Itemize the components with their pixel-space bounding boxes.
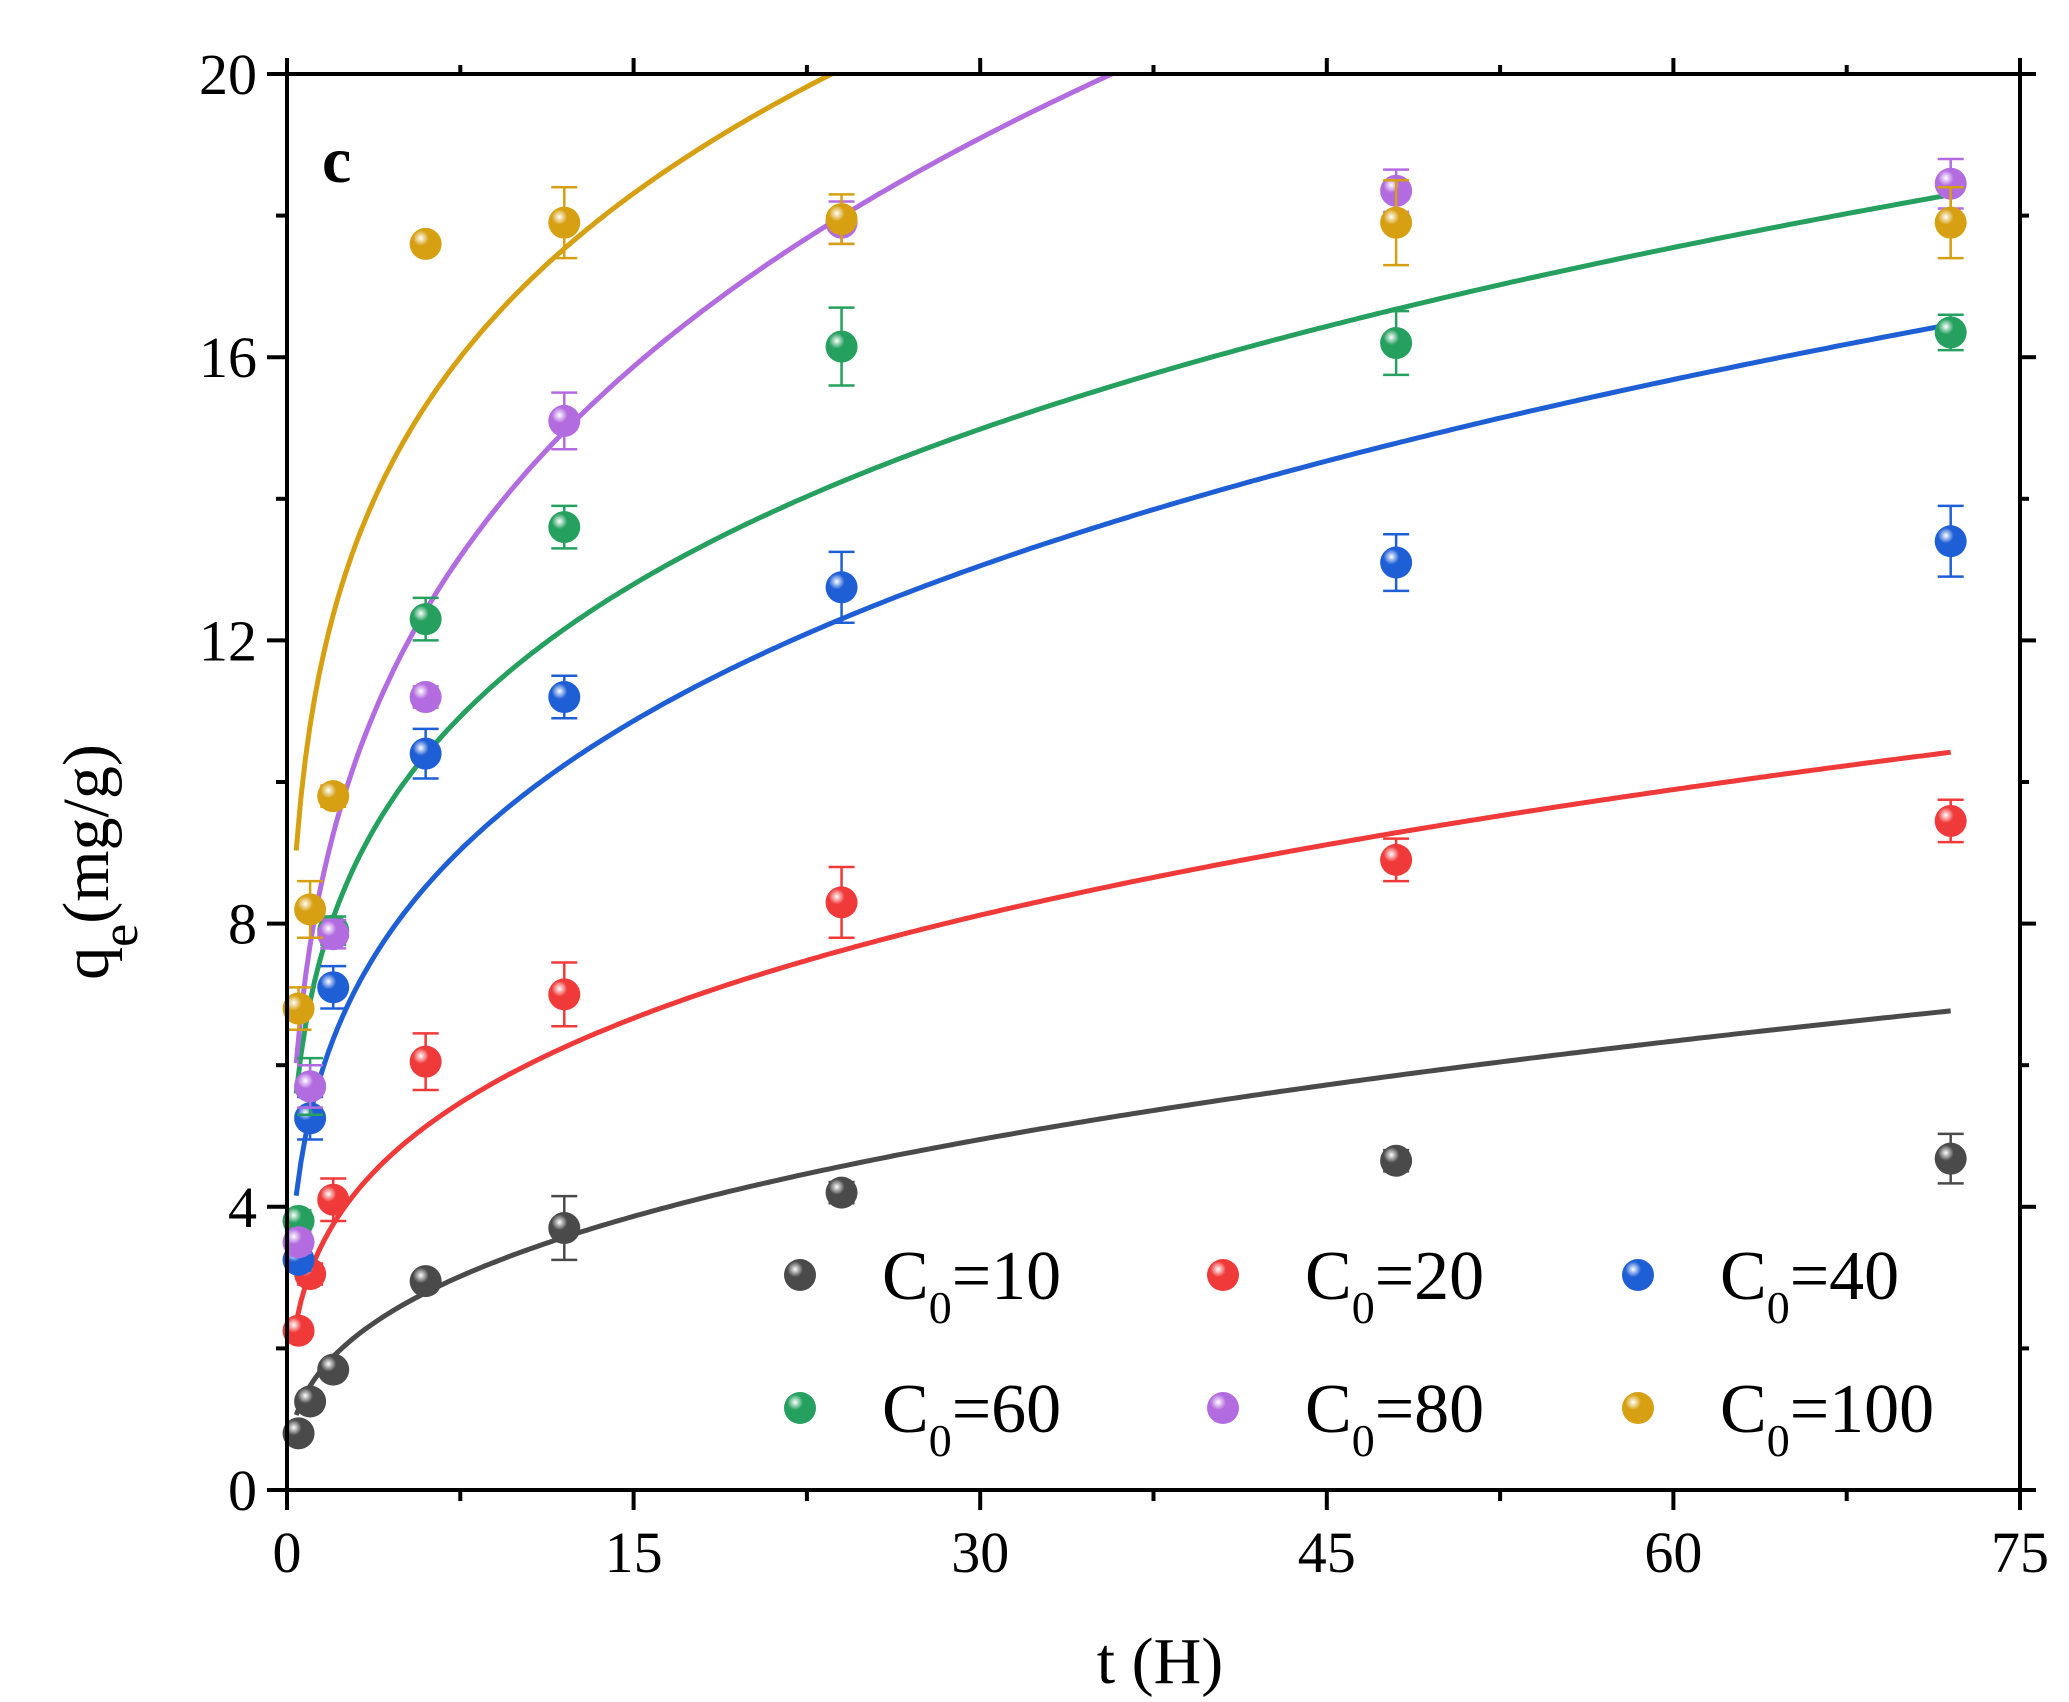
legend-label: C0=10: [882, 1238, 1061, 1333]
data-point: [294, 1385, 327, 1418]
legend-label: C0=60: [882, 1371, 1061, 1466]
fit-curve-C0=80: [293, 74, 1118, 1064]
data-point: [1380, 206, 1413, 239]
y-tick-label: 16: [199, 325, 257, 390]
data-point: [1934, 804, 1967, 837]
data-point: [1934, 206, 1967, 239]
data-point: [294, 1102, 327, 1135]
data-point: [1934, 167, 1967, 200]
data-point: [317, 918, 350, 951]
legend-marker: [784, 1259, 816, 1291]
data-point: [317, 780, 350, 813]
data-point: [409, 1265, 442, 1298]
y-axis-title-main: q: [50, 947, 123, 980]
y-tick-label: 4: [228, 1175, 257, 1240]
data-point: [294, 893, 327, 926]
data-point: [1380, 327, 1413, 360]
data-point: [548, 978, 581, 1011]
x-axis-title: t (H): [1097, 1625, 1223, 1698]
data-point: [317, 1353, 350, 1386]
data-point: [317, 971, 350, 1004]
legend-label: C0=80: [1305, 1371, 1484, 1466]
data-point: [548, 404, 581, 437]
legend-marker: [784, 1392, 816, 1424]
y-axis-title: qe(mg/g): [50, 744, 149, 980]
legend-label: C0=20: [1305, 1238, 1484, 1333]
x-tick-label: 30: [951, 1520, 1009, 1585]
fit-curve-C0=10: [293, 1008, 1951, 1416]
data-point: [409, 737, 442, 770]
data-points: [282, 157, 1967, 1450]
panel-letter: c: [322, 124, 351, 197]
y-axis-title-unit: (mg/g): [50, 744, 123, 924]
legend-marker: [1207, 1392, 1239, 1424]
fit-curve-C0=100: [293, 74, 838, 851]
data-point: [409, 603, 442, 636]
legend-marker: [1622, 1259, 1654, 1291]
y-axis-title-sub: e: [92, 924, 149, 947]
data-point: [1934, 316, 1967, 349]
data-point: [825, 571, 858, 604]
data-point: [825, 1176, 858, 1209]
data-point: [1380, 1144, 1413, 1177]
legend-marker: [1622, 1392, 1654, 1424]
data-point: [825, 330, 858, 363]
data-point: [548, 681, 581, 714]
svg-text:qe(mg/g): qe(mg/g): [50, 744, 149, 980]
data-point: [548, 511, 581, 544]
legend-marker: [1207, 1259, 1239, 1291]
axis-ticks: 0 15 30 45 60 75 0 4 8 12 16 20: [199, 42, 2049, 1585]
data-point: [409, 1045, 442, 1078]
fit-curve-C0=20: [293, 749, 1952, 1323]
data-point: [282, 1314, 315, 1347]
y-tick-label: 0: [228, 1458, 257, 1523]
x-tick-label: 0: [273, 1520, 302, 1585]
y-tick-label: 12: [199, 608, 257, 673]
x-tick-label: 75: [1991, 1520, 2049, 1585]
fit-curve-C0=60: [293, 192, 1952, 1094]
x-tick-label: 15: [605, 1520, 663, 1585]
data-point: [548, 1212, 581, 1245]
data-point: [282, 992, 315, 1025]
data-point: [1380, 843, 1413, 876]
data-point: [1380, 546, 1413, 579]
data-point: [409, 681, 442, 714]
data-point: [1934, 525, 1967, 558]
legend: C0=10 C0=20 C0=40 C0=60 C0=80 C0=100: [784, 1238, 1934, 1466]
legend-label: C0=100: [1720, 1371, 1934, 1466]
data-point: [825, 886, 858, 919]
data-point: [825, 203, 858, 236]
data-point: [282, 1226, 315, 1259]
data-point: [282, 1417, 315, 1450]
data-point: [548, 206, 581, 239]
fit-curve-C0=40: [293, 322, 1952, 1197]
data-point: [1934, 1142, 1967, 1175]
fit-curves: [293, 74, 1952, 1416]
data-point: [317, 1183, 350, 1216]
legend-label: C0=40: [1720, 1238, 1899, 1333]
x-tick-label: 60: [1644, 1520, 1702, 1585]
x-tick-label: 45: [1298, 1520, 1356, 1585]
data-point: [409, 227, 442, 260]
y-tick-label: 8: [228, 892, 257, 957]
y-tick-label: 20: [199, 42, 257, 107]
data-point: [294, 1070, 327, 1103]
